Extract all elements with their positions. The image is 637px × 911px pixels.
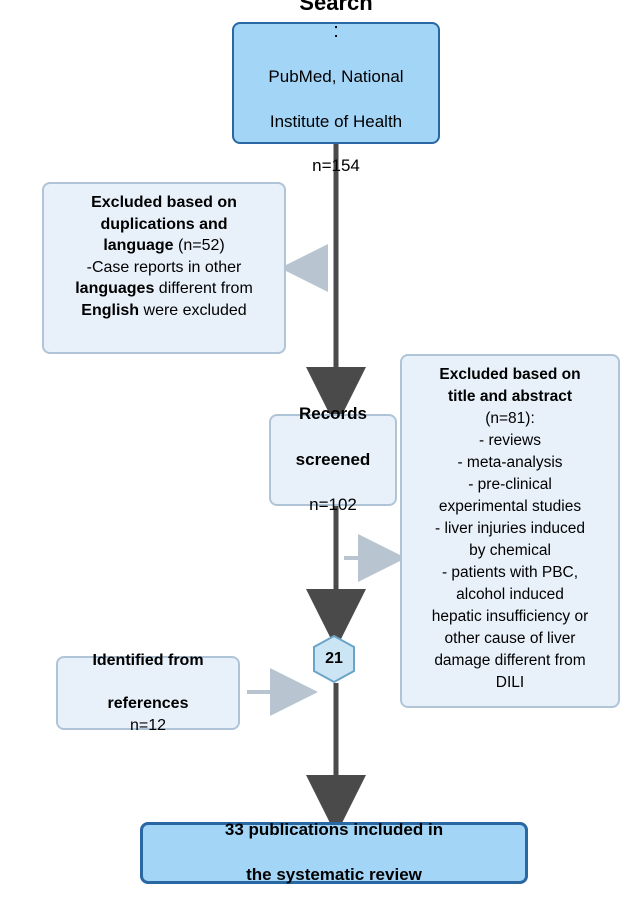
search-title: Search [244, 0, 428, 18]
hexagon-count: 21 [313, 635, 355, 683]
hexagon-label: 21 [313, 635, 355, 683]
excluded-title-abstract-box: Excluded based on title and abstract (n=… [400, 354, 620, 708]
records-screened-box: Records screened n=102 [269, 414, 397, 506]
final-result-box: 33 publications included in the systemat… [140, 822, 528, 884]
search-line1: PubMed, National [244, 66, 428, 89]
search-box: Search: PubMed, National Institute of He… [232, 22, 440, 144]
search-line2: Institute of Health [244, 111, 428, 134]
identified-references-box: Identified from references n=12 [56, 656, 240, 730]
search-line3: n=154 [244, 155, 428, 178]
excluded-language-box: Excluded based on duplications and langu… [42, 182, 286, 354]
